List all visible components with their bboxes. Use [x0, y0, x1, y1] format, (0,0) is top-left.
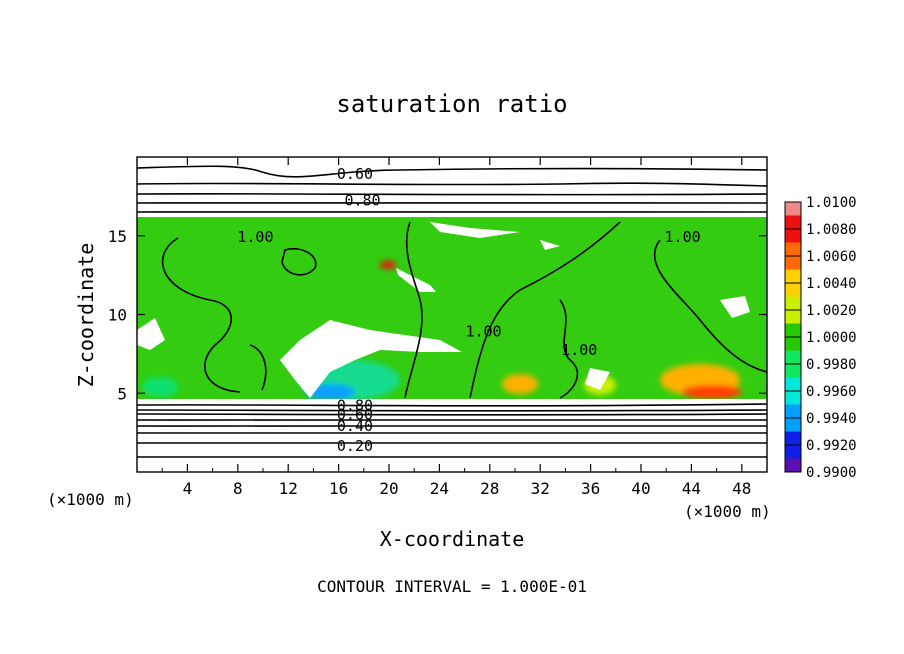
- contour-lines: [137, 165, 767, 458]
- colorbar-swatch: [785, 458, 801, 472]
- contour-label: 0.20: [337, 437, 373, 455]
- y-unit-label: (×1000 m): [47, 490, 134, 509]
- contour-label: 0.80: [337, 396, 373, 414]
- colorbar-level-label: 0.9960: [806, 384, 857, 400]
- contour-label: 0.40: [337, 417, 373, 435]
- x-axis-title: X-coordinate: [380, 527, 525, 551]
- contour-label: 1.00: [561, 341, 597, 359]
- x-tick-label: 4: [183, 479, 193, 498]
- saturation-field: [137, 217, 767, 401]
- colorbar-level-label: 0.9940: [806, 411, 857, 427]
- x-tick-label: 28: [480, 479, 499, 498]
- contour-interval-note: CONTOUR INTERVAL = 1.000E-01: [317, 577, 587, 596]
- plot-area: [137, 157, 767, 472]
- colorbar-level-label: 1.0000: [806, 330, 857, 346]
- contour-label: 1.00: [665, 228, 701, 246]
- colorbar-level-label: 0.9980: [806, 357, 857, 373]
- y-tick-label: 5: [117, 384, 127, 403]
- x-tick-label: 16: [329, 479, 348, 498]
- contour-label: 0.60: [337, 165, 373, 183]
- x-tick-label: 48: [732, 479, 751, 498]
- x-unit-label: (×1000 m): [684, 502, 771, 521]
- y-axis-title: Z-coordinate: [74, 243, 98, 388]
- colorbar-level-label: 1.0040: [806, 276, 857, 292]
- y-axis: 5 10 15: [108, 227, 767, 403]
- x-tick-label: 36: [581, 479, 600, 498]
- contour-label: 0.80: [344, 192, 380, 210]
- x-tick-label: 8: [233, 479, 243, 498]
- colorbar-level-label: 0.9920: [806, 438, 857, 454]
- chart-title: saturation ratio: [336, 90, 567, 118]
- contour-label: 1.00: [237, 228, 273, 246]
- contour-label: 1.00: [465, 322, 501, 340]
- x-tick-label: 32: [531, 479, 550, 498]
- colorbar-level-label: 1.0020: [806, 303, 857, 319]
- x-tick-label: 44: [682, 479, 701, 498]
- colorbar-level-label: 0.9900: [806, 465, 857, 481]
- x-tick-label: 12: [279, 479, 298, 498]
- y-tick-label: 10: [108, 306, 127, 325]
- contour-label-layer: 0.600.801.00 1.001.001.000.800.600.400.20: [237, 165, 700, 455]
- colorbar-level-label: 1.0060: [806, 249, 857, 265]
- colorbar-level-label: 1.0080: [806, 222, 857, 238]
- colorbar: 1.0100 1.0080 1.0060 1.0040 1.0020 1.0000 0.99…: [784, 195, 857, 481]
- x-axis: 4 8 12 16 20 24 28 32 36 40 44 48: [161, 157, 751, 498]
- colorbar-level-label: 1.0100: [806, 195, 857, 211]
- x-tick-label: 20: [379, 479, 398, 498]
- x-tick-label: 24: [430, 479, 449, 498]
- contour-label: 0.60: [337, 406, 373, 424]
- y-tick-label: 15: [108, 227, 127, 246]
- x-tick-label: 40: [631, 479, 650, 498]
- colorbar-swatch: [785, 202, 801, 216]
